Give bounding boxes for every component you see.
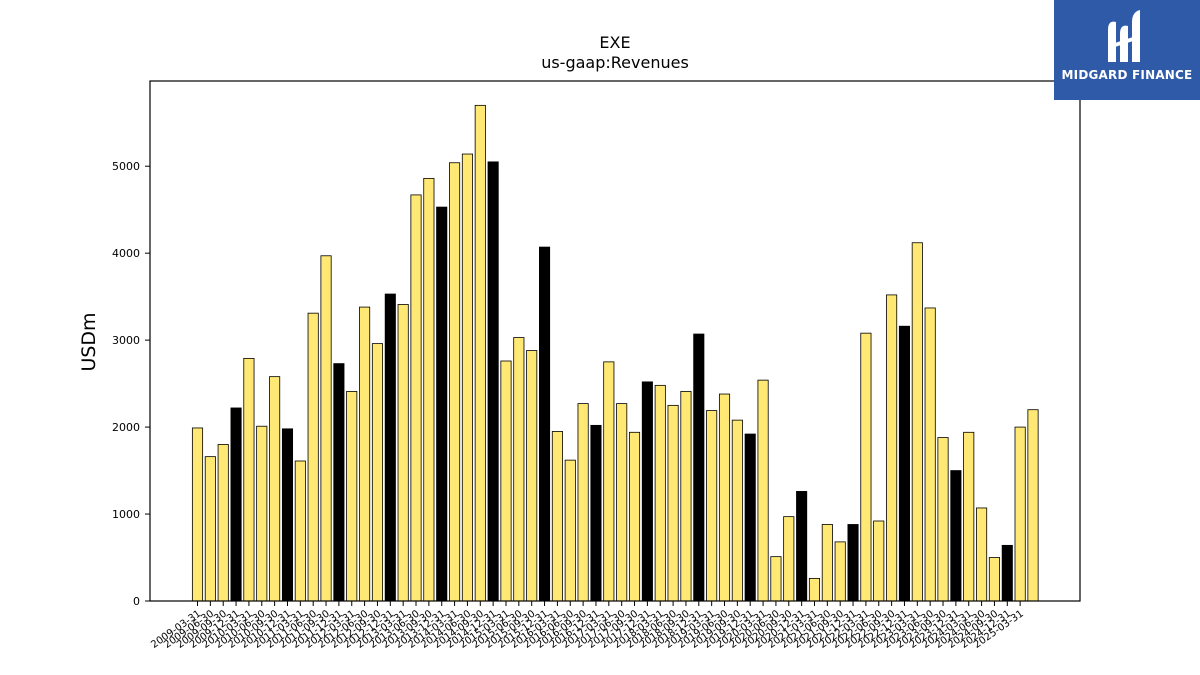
bar-2021-06-30 [821,524,833,602]
brand-name: MIDGARD FINANCE [1061,68,1193,82]
y-axis: 0 1000 2000 3000 4000 5000 [112,160,150,608]
bar-2019-06-30 [718,393,731,602]
bar-2011-06-30 [307,312,319,602]
y-tick-label: 0 [133,595,140,608]
bar-2022-09-30 [886,294,898,602]
bar-2017-06-30 [616,403,628,602]
bar-2016-03-31 [551,431,563,602]
bar-2012-03-31 [346,391,358,602]
bar-2017-12-31 [641,381,653,602]
bar-2023-06-30 [924,307,936,602]
bar-2016-06-30 [564,459,576,602]
bar-2009-12-31 [230,407,242,602]
bar-2013-12-31 [436,206,448,602]
bar-2014-06-30 [461,153,473,602]
bar-2024-12-31 [1001,544,1013,602]
bar-2022-03-31 [860,332,872,602]
bar-2021-09-30 [834,541,846,602]
bar-2020-09-30 [783,516,795,602]
bar-2019-09-30 [731,419,743,602]
bar-2011-12-31 [333,363,345,602]
bar-2010-06-30 [256,425,268,602]
bar-2019-03-31 [706,410,718,602]
bar-2022-06-30 [873,520,885,602]
bar-2018-06-30 [667,404,679,602]
bar-2021-03-31 [808,577,821,602]
bar-2010-12-31 [281,428,294,602]
bar-2015-03-31 [500,360,512,602]
chart-subtitle: us-gaap:Revenues [541,53,689,72]
y-tick-label: 2000 [112,421,140,434]
bar-2012-12-31 [384,293,396,602]
bar-2013-09-30 [423,177,435,602]
x-axis: 2009-03-312009-06-302009-09-302009-12-31… [149,601,1026,651]
bar-2010-09-30 [269,376,281,602]
bar-2015-09-30 [526,350,538,602]
y-tick-label: 4000 [112,247,140,260]
bar-2020-12-31 [796,491,808,602]
bar-2016-12-31 [590,424,602,602]
bar-undefined [1027,409,1039,602]
plot-frame [149,80,1081,602]
bar-2023-12-31 [950,470,962,602]
bar-2024-03-31 [963,431,975,602]
bar-2011-09-30 [320,255,332,602]
bar-2024-09-30 [988,557,1000,602]
bar-2009-09-30 [217,444,229,602]
bar-2014-03-31 [449,162,461,602]
bar-2018-12-31 [693,333,705,602]
bar-series [191,104,1039,602]
bar-2015-12-31 [539,246,551,602]
bar-2014-12-31 [487,161,499,602]
bar-2017-09-30 [628,431,641,602]
bar-2024-06-30 [976,507,988,602]
bar-2017-03-31 [603,361,615,602]
brand-logo: MIDGARD FINANCE [1054,0,1200,100]
bar-2021-12-31 [847,524,859,602]
bar-2023-09-30 [937,437,949,602]
y-axis-label: USDm [78,312,100,371]
bar-2019-12-31 [744,433,756,602]
bar-2018-09-30 [680,391,692,602]
bar-2016-09-30 [577,403,589,602]
bar-2010-03-31 [243,357,255,602]
midgard-m-logo-icon [1108,10,1140,62]
bar-2013-06-30 [410,194,422,602]
bar-2015-06-30 [513,337,525,602]
bar-2020-03-31 [757,379,769,602]
y-tick-label: 3000 [112,334,140,347]
bar-2025-03-31 [1014,426,1026,602]
y-tick-label: 1000 [112,508,140,521]
bar-2009-03-31 [191,427,204,602]
chart-title: EXE [599,33,630,52]
bar-2009-06-30 [204,456,216,602]
bar-2023-03-31 [911,242,923,602]
bar-2012-06-30 [359,306,371,602]
bar-2018-03-31 [654,384,666,602]
bar-2011-03-31 [294,460,306,602]
bar-2013-03-31 [397,304,409,602]
bar-2022-12-31 [898,325,911,602]
bar-2020-06-30 [770,556,782,602]
bar-2014-09-30 [474,104,486,602]
bar-2012-09-30 [371,343,383,602]
y-tick-label: 5000 [112,160,140,173]
